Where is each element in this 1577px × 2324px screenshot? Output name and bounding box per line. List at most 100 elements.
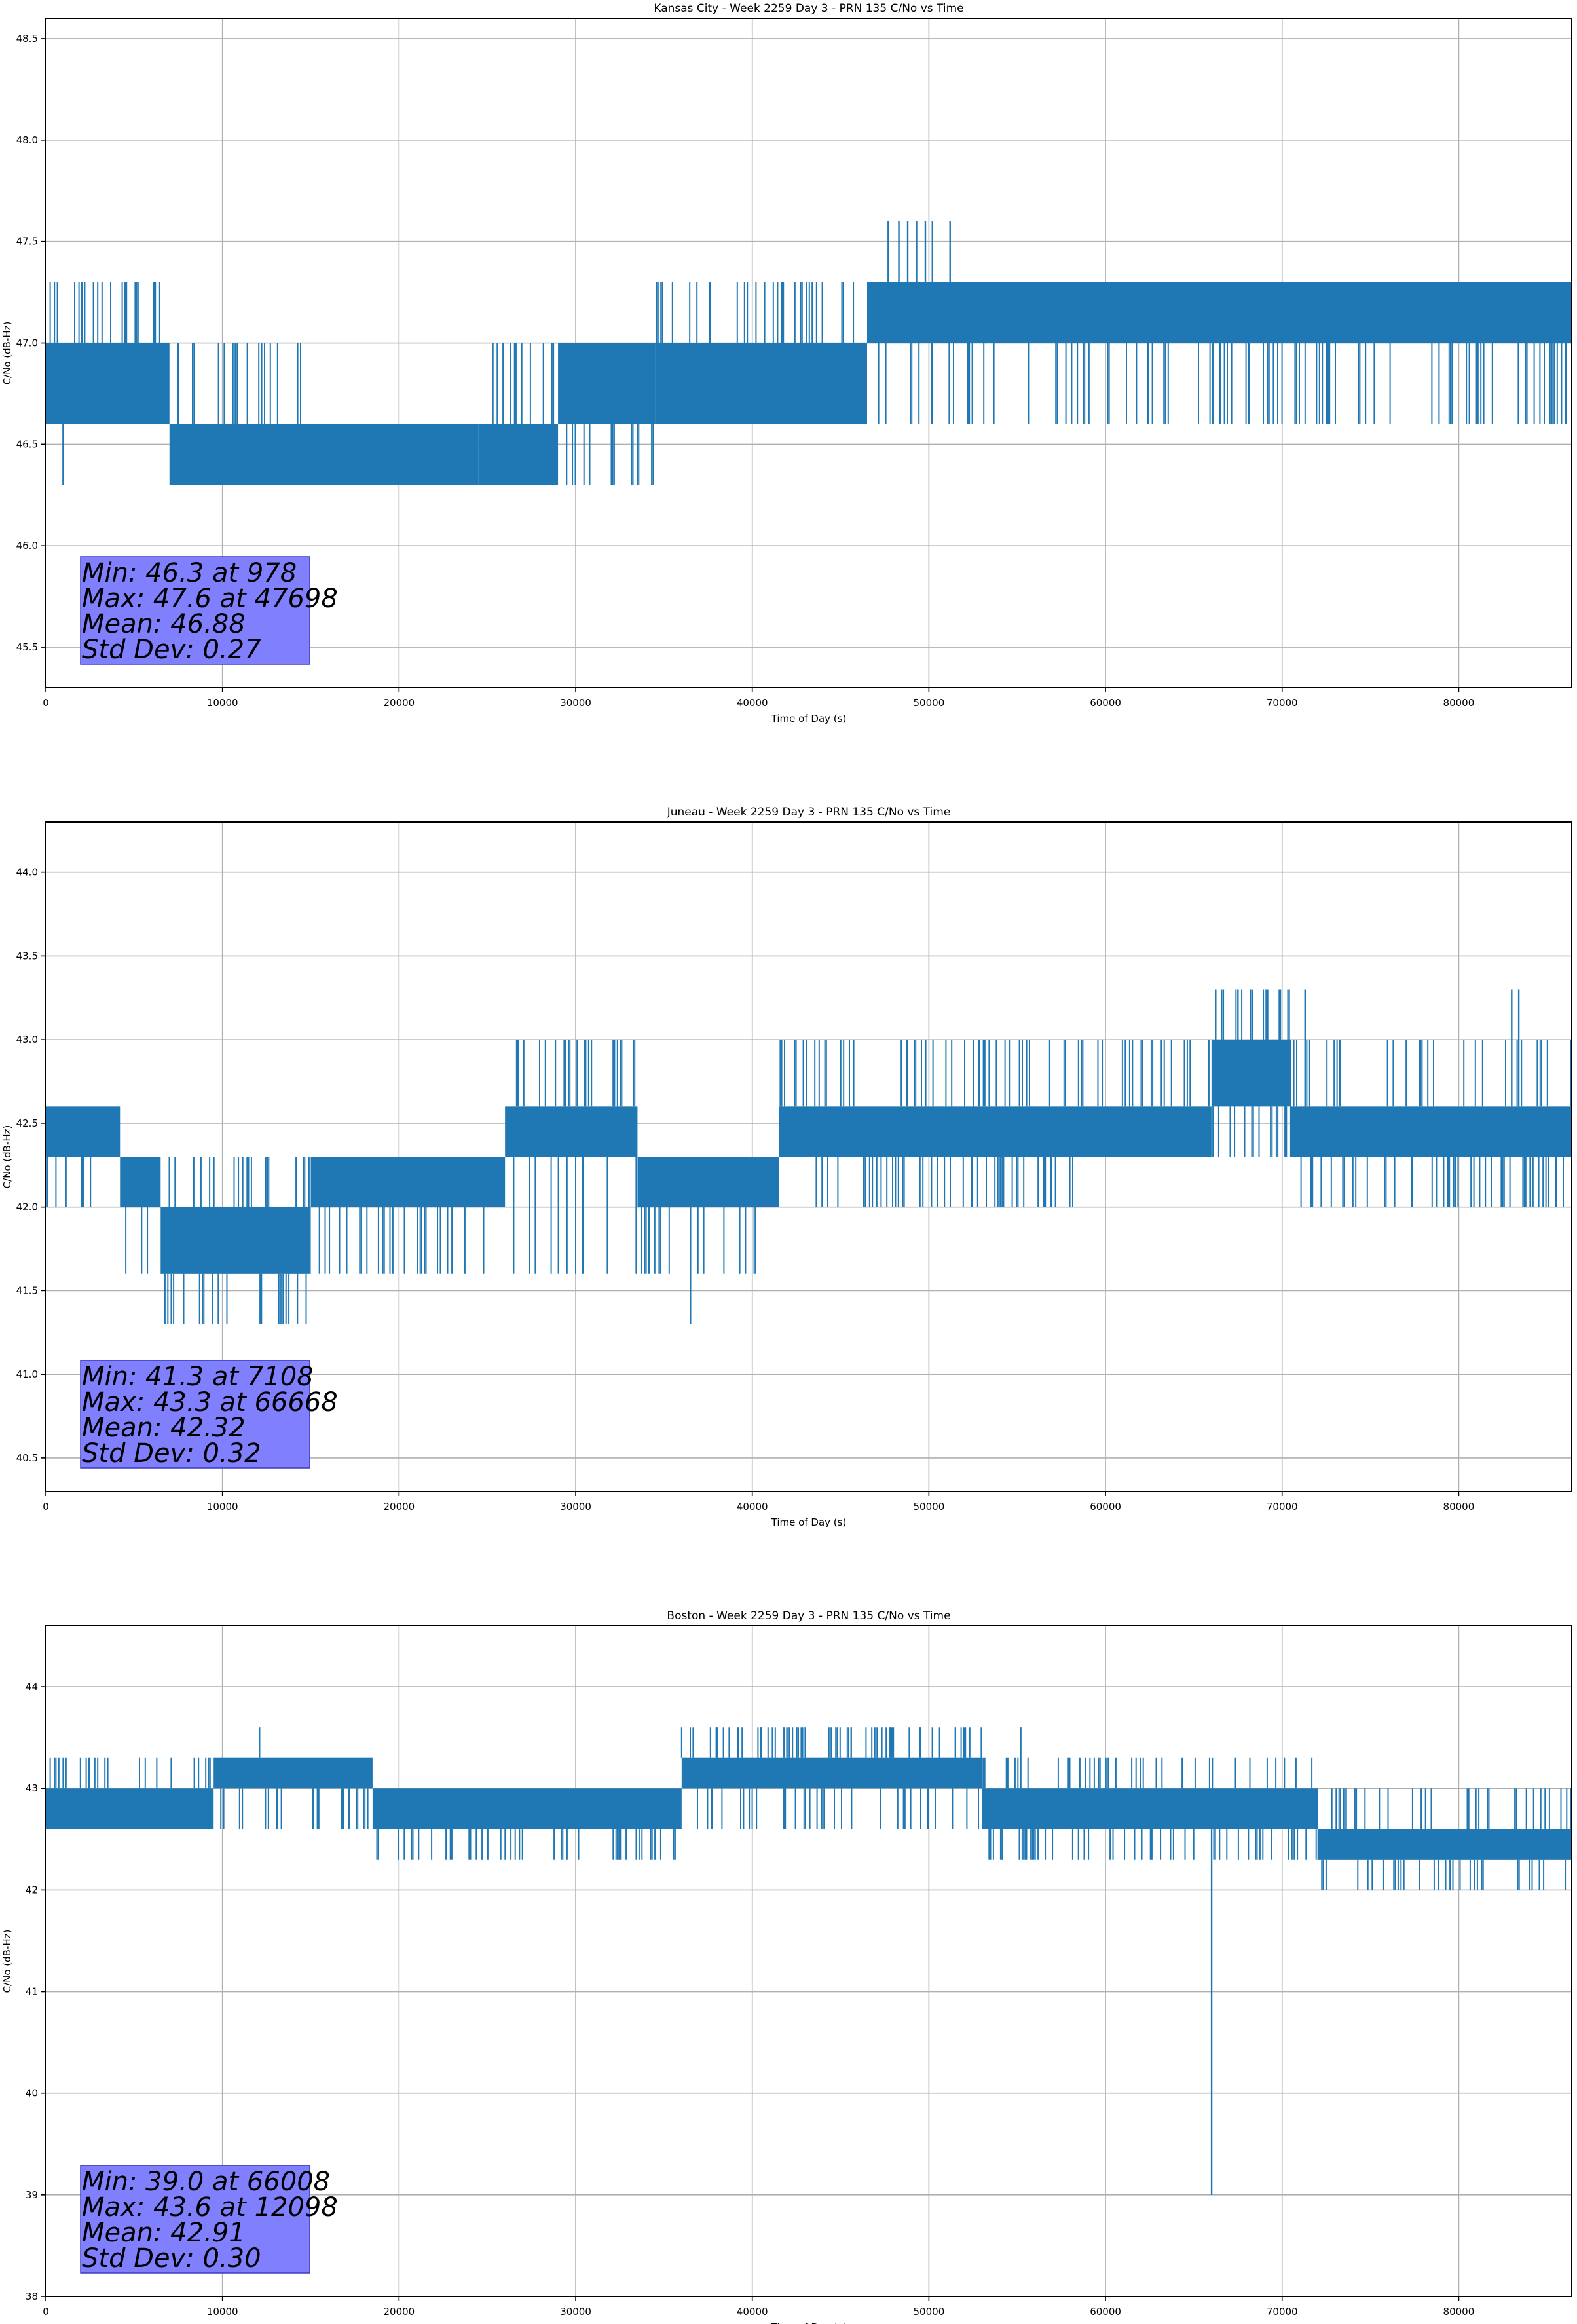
stats-min: Min: 46.3 at 978 (82, 558, 297, 588)
x-tick-label: 80000 (1443, 1501, 1475, 1512)
series-band (558, 343, 656, 424)
stats-mean: Mean: 42.91 (82, 2218, 246, 2248)
axes-frame (45, 1625, 1572, 2297)
y-tick-label: 42 (26, 1884, 38, 1896)
x-tick-label: 0 (43, 697, 49, 709)
x-tick-label: 20000 (383, 1501, 415, 1512)
series-band (866, 282, 1572, 343)
y-tick-label: 45.5 (16, 641, 38, 653)
series-band (478, 424, 559, 485)
series-band (982, 1788, 1318, 1829)
data-series (45, 1727, 1572, 2195)
stats-std: Std Dev: 0.27 (82, 635, 261, 665)
x-tick-label: 70000 (1267, 1501, 1298, 1512)
stats-mean: Mean: 46.88 (82, 609, 246, 639)
axes-frame (45, 18, 1572, 688)
x-tick-label: 60000 (1090, 2306, 1121, 2317)
series-band (1088, 1106, 1212, 1157)
y-tick-label: 40.5 (16, 1452, 38, 1464)
y-tick-label: 46.5 (16, 438, 38, 450)
x-tick-label: 20000 (383, 697, 415, 709)
stats-max: Max: 43.3 at 66668 (82, 1387, 338, 1417)
series-band (779, 1106, 1088, 1157)
stats-min: Min: 39.0 at 66008 (82, 2167, 330, 2197)
series-band (169, 424, 320, 485)
x-tick-label: 20000 (383, 2306, 415, 2317)
x-tick-label: 50000 (914, 2306, 945, 2317)
y-tick-label: 40 (26, 2088, 38, 2099)
x-tick-label: 10000 (207, 1501, 238, 1512)
y-tick-label: 39 (26, 2189, 38, 2201)
y-tick-label: 47.5 (16, 236, 38, 248)
series-band (46, 343, 170, 424)
y-tick-label: 42.5 (16, 1117, 38, 1129)
x-tick-label: 0 (43, 2306, 49, 2317)
x-tick-label: 50000 (914, 1501, 945, 1512)
stats-max: Max: 43.6 at 12098 (82, 2192, 338, 2222)
y-tick-label: 48.5 (16, 33, 38, 45)
series-band (372, 1788, 682, 1829)
series-band (213, 1757, 373, 1789)
x-tick-label: 40000 (737, 2306, 768, 2317)
series-line (45, 1727, 1572, 1890)
series-band (310, 1157, 506, 1207)
x-tick-label: 60000 (1090, 1501, 1121, 1512)
y-tick-label: 41.0 (16, 1368, 38, 1380)
axes-frame (45, 821, 1572, 1492)
y-axis-label: C/No (dB-Hz) (1, 1125, 13, 1189)
series-band (319, 424, 479, 485)
series-band (637, 1157, 779, 1207)
y-axis-label: C/No (dB-Hz) (1, 322, 13, 385)
x-tick-label: 30000 (560, 1501, 591, 1512)
chart-title: Kansas City - Week 2259 Day 3 - PRN 135 … (654, 2, 963, 15)
series-band (1317, 1829, 1572, 1860)
series-band (832, 343, 867, 424)
x-tick-label: 70000 (1267, 697, 1298, 709)
x-tick-label: 70000 (1267, 2306, 1298, 2317)
x-tick-label: 30000 (560, 2306, 591, 2317)
stats-box-background (80, 1360, 310, 1469)
x-axis-label: Time of Day (s) (771, 713, 847, 724)
x-tick-label: 80000 (1443, 2306, 1475, 2317)
x-axis-label: Time of Day (s) (771, 1516, 847, 1528)
stats-box-background (80, 556, 310, 665)
x-tick-label: 50000 (914, 697, 945, 709)
data-series (46, 989, 1572, 1324)
x-tick-label: 10000 (207, 2306, 238, 2317)
x-tick-label: 30000 (560, 697, 591, 709)
stats-max: Max: 47.6 at 47698 (82, 584, 338, 614)
y-tick-label: 43.5 (16, 950, 38, 962)
x-tick-label: 0 (43, 1501, 49, 1512)
y-tick-label: 38 (26, 2291, 38, 2302)
stats-mean: Mean: 42.32 (82, 1413, 246, 1443)
x-tick-label: 10000 (207, 697, 238, 709)
y-tick-label: 48.0 (16, 134, 38, 146)
series-band (46, 1106, 121, 1157)
y-tick-label: 47.0 (16, 337, 38, 349)
data-series (46, 221, 1572, 485)
series-band (1291, 1106, 1572, 1157)
y-tick-label: 43.0 (16, 1034, 38, 1045)
y-tick-label: 44.0 (16, 867, 38, 878)
x-tick-label: 40000 (737, 697, 768, 709)
series-band (505, 1106, 638, 1157)
chart-panel-2: 0 10000 20000 30000 40000 50000 60000 70000 8000… (1, 806, 1572, 1528)
x-tick-label: 40000 (737, 1501, 768, 1512)
series-band (120, 1157, 161, 1207)
chart-panel-1: 0 10000 20000 30000 40000 50000 60000 70000 8000… (1, 2, 1572, 724)
series-band (160, 1207, 311, 1274)
series-band (681, 1757, 982, 1789)
x-tick-label: 60000 (1090, 697, 1121, 709)
series-band (655, 343, 832, 424)
stats-std: Std Dev: 0.32 (82, 1438, 261, 1469)
y-tick-label: 44 (26, 1681, 38, 1693)
y-tick-label: 41 (26, 1986, 38, 1998)
y-tick-label: 43 (26, 1782, 38, 1794)
chart-title: Juneau - Week 2259 Day 3 - PRN 135 C/No … (667, 806, 951, 819)
stats-box-background (80, 2165, 310, 2274)
chart-title: Boston - Week 2259 Day 3 - PRN 135 C/No … (667, 1609, 950, 1622)
chart-panel-3: 0 10000 20000 30000 40000 50000 60000 70000 8000… (1, 1609, 1572, 2324)
